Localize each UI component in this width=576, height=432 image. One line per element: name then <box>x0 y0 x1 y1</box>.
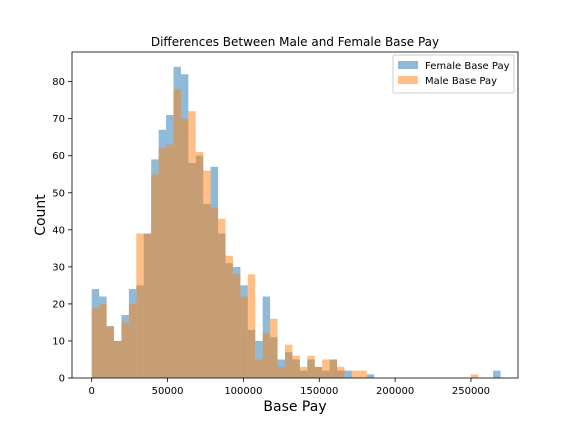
histogram-bar <box>91 307 100 378</box>
histogram-bar <box>106 326 115 378</box>
histogram-bar <box>195 152 204 378</box>
legend-swatch-female <box>398 61 418 69</box>
histogram-bar <box>240 296 248 378</box>
x-tick-label: 250000 <box>452 386 490 397</box>
y-tick-label: 30 <box>52 262 65 273</box>
y-tick-label: 0 <box>59 374 65 385</box>
y-tick-label: 50 <box>52 188 65 199</box>
x-tick-label: 50000 <box>152 386 184 397</box>
histogram-bar <box>173 89 181 379</box>
legend: Female Base Pay Male Base Pay <box>392 54 515 94</box>
histogram-bar <box>225 255 233 378</box>
histogram-bar <box>270 318 278 378</box>
histogram-bar <box>99 303 107 378</box>
histogram-bar <box>143 233 152 378</box>
histogram-bar <box>366 374 375 378</box>
histogram-bar <box>292 355 300 378</box>
histogram-bar <box>114 340 122 378</box>
x-tick-label: 100000 <box>224 386 262 397</box>
legend-swatch-male <box>398 76 418 84</box>
histogram-bar <box>128 303 137 378</box>
plot-area-frame <box>71 51 519 379</box>
y-tick-label: 10 <box>52 336 65 347</box>
histogram-bar <box>218 218 226 378</box>
y-axis-ticks: 0 10 20 30 40 50 60 70 80 <box>52 77 72 385</box>
y-tick-label: 70 <box>52 114 65 125</box>
histogram-bar <box>344 370 352 378</box>
histogram-bar <box>359 370 367 378</box>
histogram-bar <box>255 340 263 378</box>
histogram-bar <box>329 359 338 378</box>
histogram-bar <box>247 274 256 378</box>
histogram-bar <box>470 374 479 378</box>
histogram-bar <box>203 170 211 378</box>
x-tick-label: 150000 <box>300 386 338 397</box>
histogram-bar <box>322 359 330 378</box>
histogram-bar <box>136 233 144 378</box>
histogram-bars <box>91 66 501 379</box>
legend-label-male: Male Base Pay <box>425 76 497 87</box>
histogram-bar <box>493 370 501 378</box>
histogram-bar <box>255 359 263 378</box>
y-tick-label: 60 <box>52 151 65 162</box>
histogram-bar <box>158 148 167 378</box>
y-tick-label: 40 <box>52 225 65 236</box>
y-tick-label: 20 <box>52 299 65 310</box>
chart-title: Differences Between Male and Female Base… <box>151 35 439 49</box>
histogram-bar <box>337 366 345 378</box>
histogram-bar <box>299 366 308 378</box>
histogram-bar <box>210 207 219 378</box>
y-axis-label: Count <box>33 194 49 236</box>
histogram-bar <box>180 118 189 379</box>
series-male <box>91 89 479 379</box>
histogram-bar <box>284 344 293 378</box>
legend-box <box>392 54 515 94</box>
x-tick-label: 0 <box>89 386 95 397</box>
histogram-bar <box>277 366 285 378</box>
histogram-bar <box>351 370 360 378</box>
histogram-bar <box>262 333 271 378</box>
histogram-bar <box>166 144 174 378</box>
x-axis-label: Base Pay <box>263 399 326 415</box>
x-tick-label: 200000 <box>376 386 414 397</box>
legend-label-female: Female Base Pay <box>425 61 510 72</box>
histogram-bar <box>314 366 323 378</box>
y-tick-label: 80 <box>52 77 65 88</box>
histogram-bar <box>307 355 315 378</box>
histogram-bar <box>151 174 159 378</box>
histogram-bar <box>188 111 196 379</box>
histogram-bar <box>232 274 241 378</box>
x-axis-ticks: 0 50000 100000 150000 200000 250000 <box>89 378 490 397</box>
histogram-bar <box>121 322 129 378</box>
